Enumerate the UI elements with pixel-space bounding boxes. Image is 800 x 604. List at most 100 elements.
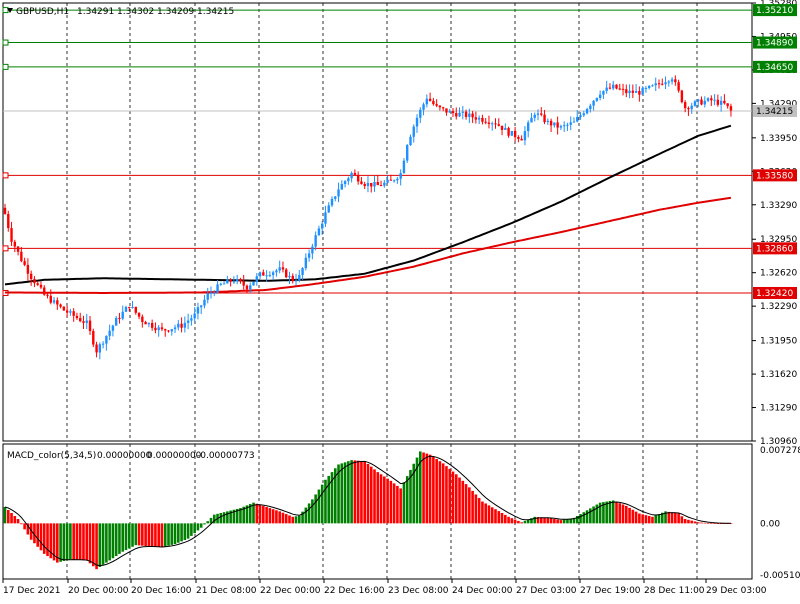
candle-body — [598, 94, 602, 98]
candle-body — [98, 344, 102, 353]
candle-body — [703, 100, 706, 105]
level-handle[interactable] — [2, 172, 9, 179]
macd-bar — [72, 523, 75, 560]
candle-body — [10, 228, 13, 242]
macd-bar — [330, 472, 334, 524]
candle — [438, 104, 442, 111]
candle — [703, 96, 706, 108]
candle-body — [520, 138, 523, 141]
candle-body — [615, 84, 618, 89]
candle-body — [177, 323, 180, 328]
time-tick-label: 20 Dec 00:00 — [68, 586, 129, 596]
candle-body — [314, 235, 317, 247]
candle — [441, 106, 445, 112]
candle — [615, 84, 618, 90]
candle-body — [255, 276, 258, 282]
macd-label: MACD_color(5,34,5) — [7, 451, 96, 461]
macd-bar — [137, 523, 141, 546]
macd-bar — [706, 523, 710, 524]
candle — [428, 92, 432, 102]
candle — [435, 99, 438, 108]
macd-bar — [320, 484, 324, 524]
candle — [255, 273, 258, 286]
macd-bar — [82, 523, 85, 561]
candle-body — [644, 87, 648, 89]
candle — [20, 247, 23, 263]
candle — [693, 99, 697, 107]
macd-bar — [402, 482, 406, 524]
candle-body — [530, 117, 533, 123]
macd-bar — [618, 503, 622, 524]
candle-body — [641, 88, 644, 95]
macd-bar — [75, 523, 79, 560]
candle-body — [585, 108, 589, 114]
macd-bar — [160, 523, 164, 548]
candle — [595, 97, 599, 102]
candle — [124, 305, 128, 313]
candle-body — [605, 87, 608, 91]
collapse-arrow-icon[interactable] — [7, 8, 13, 13]
candle-body — [634, 90, 638, 93]
candle-body — [556, 122, 559, 128]
macd-bar — [644, 515, 648, 524]
candle — [141, 314, 144, 328]
candle — [477, 115, 481, 125]
candle-body — [281, 267, 285, 270]
slow-moving-average-line — [5, 196, 732, 294]
candle-body — [657, 83, 661, 85]
candle-body — [147, 322, 151, 325]
candle-body — [334, 196, 337, 199]
candle-body — [232, 281, 236, 283]
candle — [235, 274, 239, 285]
candle-body — [294, 280, 298, 282]
macd-bar — [458, 477, 461, 524]
macd-bar — [118, 523, 121, 554]
candle — [258, 271, 262, 280]
candle — [641, 86, 644, 96]
candle — [75, 312, 79, 320]
macd-bar — [78, 523, 82, 560]
macd-tick-label: -0.0051035 — [760, 571, 800, 581]
candle — [340, 180, 344, 190]
candle-body — [268, 275, 272, 277]
candle-body — [415, 117, 419, 127]
candle-body — [461, 111, 464, 113]
candle-body — [399, 173, 402, 179]
candle — [320, 220, 324, 235]
candle — [128, 306, 131, 312]
candle — [160, 322, 164, 332]
level-handle[interactable] — [2, 63, 9, 70]
candle-body — [20, 251, 23, 262]
macd-bar — [46, 523, 49, 557]
candle-body — [226, 279, 229, 284]
macd-bar — [298, 515, 301, 524]
candle — [409, 134, 412, 146]
macd-bar — [710, 523, 713, 524]
level-handle[interactable] — [2, 39, 9, 46]
candle — [137, 312, 141, 320]
macd-bar — [183, 523, 187, 540]
macd-bar — [628, 507, 631, 524]
candle — [278, 260, 281, 274]
candle-body — [533, 114, 536, 118]
candle-body — [638, 90, 641, 95]
candle-body — [347, 178, 350, 182]
macd-bar — [353, 460, 357, 524]
macd-bar — [65, 523, 69, 561]
candle-body — [471, 113, 474, 118]
candle-body — [562, 125, 566, 127]
candle — [262, 269, 265, 276]
candle — [291, 273, 294, 284]
candle-body — [419, 109, 422, 118]
candle — [173, 324, 177, 333]
candle — [265, 270, 268, 282]
candle-body — [183, 322, 187, 328]
level-handle[interactable] — [2, 245, 9, 252]
candle — [687, 106, 690, 116]
macd-bar — [88, 523, 92, 564]
candle-body — [729, 106, 733, 111]
macd-bar — [26, 523, 30, 535]
level-handle[interactable] — [2, 7, 9, 14]
candle — [726, 103, 729, 109]
